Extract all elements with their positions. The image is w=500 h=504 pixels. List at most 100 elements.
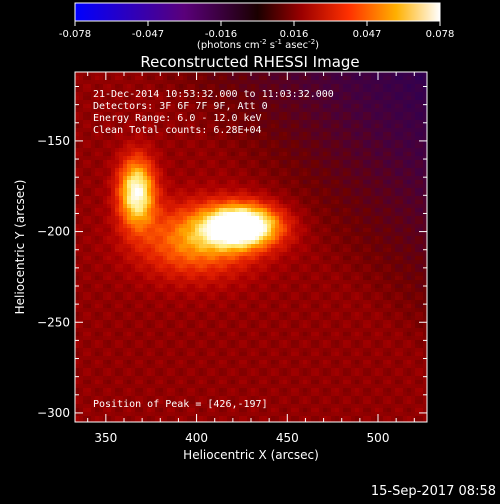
heatmap-cell: [331, 216, 336, 221]
heatmap-cell: [411, 116, 416, 121]
heatmap-cell: [351, 100, 356, 105]
heatmap-cell: [387, 80, 392, 85]
heatmap-cell: [359, 188, 364, 193]
heatmap-cell: [207, 244, 212, 249]
heatmap-cell: [359, 248, 364, 253]
heatmap-cell: [391, 160, 396, 165]
heatmap-cell: [195, 224, 200, 229]
heatmap-cell: [107, 280, 112, 285]
heatmap-cell: [339, 124, 344, 129]
heatmap-cell: [371, 232, 376, 237]
heatmap-cell: [327, 280, 332, 285]
heatmap-cell: [379, 288, 384, 293]
heatmap-cell: [207, 152, 212, 157]
heatmap-cell: [231, 156, 236, 161]
heatmap-cell: [375, 172, 380, 177]
heatmap-cell: [415, 108, 420, 113]
heatmap-cell: [95, 176, 100, 181]
heatmap-cell: [271, 192, 276, 197]
heatmap-cell: [399, 268, 404, 273]
heatmap-cell: [291, 128, 296, 133]
heatmap-cell: [131, 192, 136, 197]
heatmap-cell: [247, 280, 252, 285]
heatmap-cell: [335, 260, 340, 265]
heatmap-cell: [79, 280, 84, 285]
heatmap-cell: [79, 208, 84, 213]
heatmap-cell: [327, 192, 332, 197]
heatmap-cell: [127, 156, 132, 161]
heatmap-cell: [379, 276, 384, 281]
heatmap-cell: [311, 188, 316, 193]
heatmap-cell: [163, 224, 168, 229]
heatmap-cell: [291, 280, 296, 285]
heatmap-cell: [415, 144, 420, 149]
heatmap-cell: [115, 272, 120, 277]
heatmap-cell: [311, 128, 316, 133]
heatmap-cell: [327, 128, 332, 133]
heatmap-cell: [359, 292, 364, 297]
heatmap-cell: [395, 216, 400, 221]
heatmap-cell: [391, 280, 396, 285]
heatmap-cell: [171, 84, 176, 89]
heatmap-cell: [203, 212, 208, 217]
heatmap-cell: [227, 172, 232, 177]
heatmap-cell: [415, 200, 420, 205]
heatmap-cell: [379, 212, 384, 217]
heatmap-cell: [411, 180, 416, 185]
heatmap-cell: [399, 180, 404, 185]
heatmap-cell: [283, 156, 288, 161]
heatmap-cell: [331, 200, 336, 205]
heatmap-cell: [95, 292, 100, 297]
heatmap-cell: [383, 104, 388, 109]
heatmap-cell: [283, 132, 288, 137]
heatmap-cell: [87, 296, 92, 301]
heatmap-cell: [367, 140, 372, 145]
heatmap-cell: [255, 264, 260, 269]
heatmap-cell: [347, 188, 352, 193]
heatmap-cell: [323, 216, 328, 221]
heatmap-cell: [135, 184, 140, 189]
heatmap-cell: [355, 252, 360, 257]
heatmap-cell: [103, 196, 108, 201]
heatmap-cell: [311, 112, 316, 117]
heatmap-cell: [399, 212, 404, 217]
heatmap-cell: [239, 188, 244, 193]
heatmap-cell: [151, 84, 156, 89]
heatmap-cell: [415, 80, 420, 85]
heatmap-cell: [199, 168, 204, 173]
colorbar-tick-label: 0.078: [426, 29, 455, 40]
heatmap-cell: [231, 152, 236, 157]
heatmap-cell: [283, 224, 288, 229]
heatmap-cell: [115, 244, 120, 249]
heatmap-cell: [303, 104, 308, 109]
heatmap-cell: [367, 276, 372, 281]
heatmap-cell: [419, 284, 424, 289]
heatmap-cell: [279, 248, 284, 253]
heatmap-cell: [79, 128, 84, 133]
heatmap-cell: [419, 132, 424, 137]
heatmap-cell: [143, 196, 148, 201]
heatmap-cell: [107, 260, 112, 265]
heatmap-cell: [419, 196, 424, 201]
heatmap-cell: [151, 144, 156, 149]
heatmap-cell: [191, 172, 196, 177]
heatmap-cell: [351, 168, 356, 173]
heatmap-cell: [359, 128, 364, 133]
heatmap-cell: [331, 292, 336, 297]
heatmap-cell: [231, 84, 236, 89]
heatmap-cell: [119, 76, 124, 81]
heatmap-cell: [339, 196, 344, 201]
heatmap-cell: [123, 280, 128, 285]
heatmap-cell: [299, 204, 304, 209]
heatmap-cell: [95, 196, 100, 201]
heatmap-cell: [275, 164, 280, 169]
heatmap-cell: [99, 292, 104, 297]
heatmap-cell: [283, 292, 288, 297]
heatmap-cell: [275, 100, 280, 105]
heatmap-cell: [375, 220, 380, 225]
heatmap-cell: [255, 232, 260, 237]
heatmap-cell: [331, 252, 336, 257]
heatmap-cell: [419, 220, 424, 225]
heatmap-cell: [383, 220, 388, 225]
heatmap-cell: [171, 212, 176, 217]
